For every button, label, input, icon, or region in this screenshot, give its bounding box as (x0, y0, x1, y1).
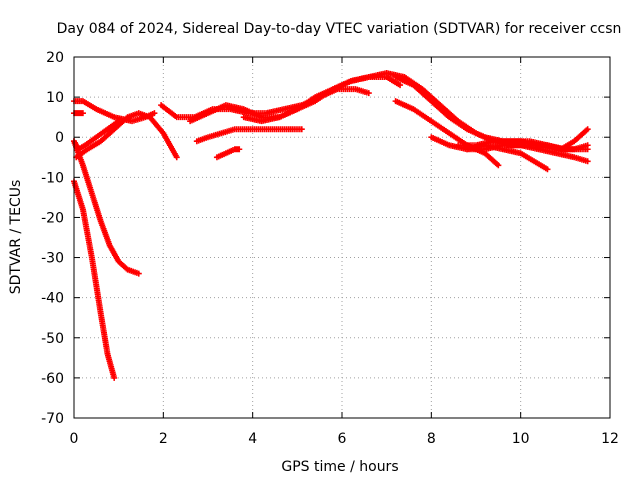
y-tick-label: 0 (55, 130, 64, 146)
chart-title: Day 084 of 2024, Sidereal Day-to-day VTE… (57, 21, 622, 37)
x-tick-label: 2 (159, 431, 168, 447)
series-tail-low (464, 142, 591, 165)
series-markers (71, 110, 86, 117)
y-tick-label: -40 (41, 291, 64, 307)
series-low-band (193, 126, 305, 145)
plot-frame (73, 56, 611, 419)
series-markers (71, 98, 158, 125)
x-tick-label: 0 (70, 431, 79, 447)
y-tick-label: -10 (41, 170, 64, 186)
y-axis-label: SDTVAR / TECUs (8, 180, 24, 295)
series-markers (464, 142, 591, 165)
series-short-dip (213, 146, 243, 161)
series-markers (193, 126, 305, 145)
x-tick-label: 12 (601, 431, 619, 447)
series-markers (455, 126, 591, 153)
y-tick-label: -30 (41, 251, 64, 267)
y-tick-label: -20 (41, 210, 64, 226)
x-tick-labels: 0 2 4 6 8 10 12 (70, 431, 619, 447)
series-mid-hump-b (187, 74, 404, 125)
series-early-hump (71, 98, 158, 125)
y-tick-label: -50 (41, 331, 64, 347)
x-tick-label: 4 (248, 431, 257, 447)
x-axis-label: GPS time / hours (281, 459, 398, 475)
y-tick-labels: -70 -60 -50 -40 -30 -20 -10 0 10 20 (41, 50, 64, 427)
y-tick-label: -70 (41, 411, 64, 427)
y-tick-label: -60 (41, 371, 64, 387)
y-tick-label: 10 (46, 90, 64, 106)
series-markers (187, 74, 404, 125)
series-markers (213, 146, 243, 161)
series-tail-rise (455, 126, 591, 153)
series-short-6 (71, 110, 86, 117)
y-tick-label: 20 (46, 50, 64, 66)
x-tick-label: 6 (338, 431, 347, 447)
x-tick-label: 10 (512, 431, 530, 447)
data-points (71, 70, 591, 381)
x-tick-label: 8 (427, 431, 436, 447)
